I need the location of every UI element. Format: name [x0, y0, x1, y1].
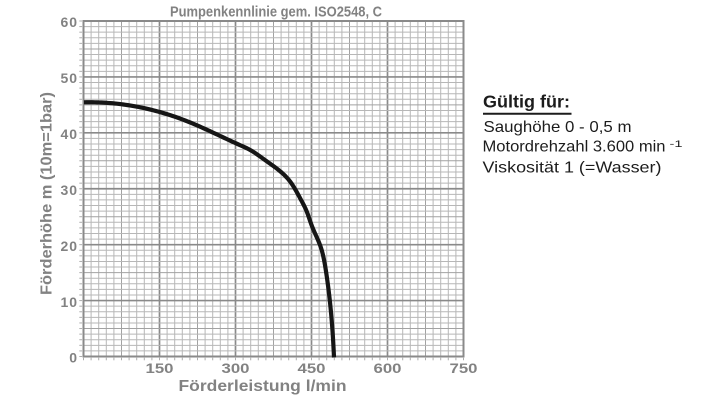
svg-text:50: 50 — [61, 70, 78, 86]
svg-text:30: 30 — [61, 182, 78, 198]
svg-text:Gültig für:: Gültig für: — [483, 92, 570, 112]
svg-text:Viskosität 1 (=Wasser): Viskosität 1 (=Wasser) — [483, 160, 662, 177]
svg-text:60: 60 — [61, 14, 78, 30]
svg-text:450: 450 — [298, 360, 326, 376]
svg-text:150: 150 — [146, 360, 174, 376]
svg-text:40: 40 — [61, 126, 78, 142]
svg-text:Förderhöhe m (10m=1bar): Förderhöhe m (10m=1bar) — [39, 92, 56, 295]
svg-text:20: 20 — [61, 238, 78, 254]
svg-text:750: 750 — [450, 360, 478, 376]
svg-text:Förderleistung l/min: Förderleistung l/min — [179, 378, 347, 395]
svg-text:Pumpenkennlinie gem. ISO2548,: Pumpenkennlinie gem. ISO2548, C — [170, 4, 382, 21]
svg-text:Motordrehzahl 3.600 min: Motordrehzahl 3.600 min — [483, 139, 666, 156]
svg-text:10: 10 — [61, 294, 78, 310]
svg-text:Saughöhe 0 - 0,5 m: Saughöhe 0 - 0,5 m — [484, 119, 632, 136]
svg-text:0: 0 — [69, 350, 77, 366]
svg-text:600: 600 — [374, 360, 402, 376]
svg-text:-1: -1 — [670, 139, 683, 150]
svg-text:300: 300 — [222, 360, 250, 376]
